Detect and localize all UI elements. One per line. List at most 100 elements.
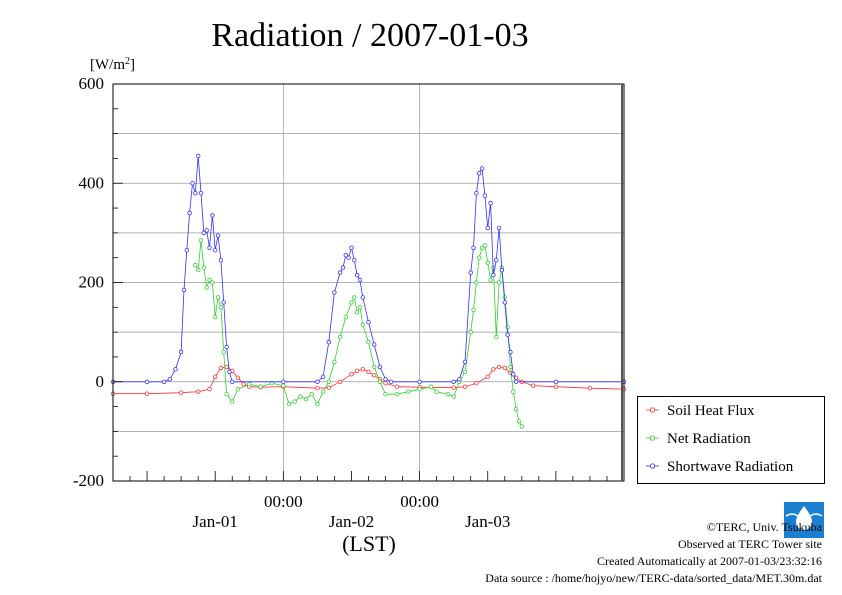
- data-point: [326, 339, 331, 345]
- series-line-soil-heat-flux: [113, 366, 625, 395]
- data-point: [212, 374, 218, 379]
- y-axis-unit: [W/m2]: [90, 56, 135, 73]
- data-point: [190, 181, 195, 186]
- data-point: [471, 245, 476, 250]
- data-point: [195, 267, 201, 273]
- data-point: [372, 342, 377, 347]
- data-point: [247, 382, 252, 387]
- data-point: [511, 389, 516, 394]
- data-point: [428, 384, 434, 389]
- data-point: [516, 419, 522, 424]
- data-point: [218, 305, 224, 310]
- data-point: [195, 389, 201, 394]
- data-point: [235, 387, 241, 392]
- data-point: [178, 390, 184, 395]
- x-tick-label-date: Jan-03: [465, 512, 510, 531]
- data-point: [366, 320, 371, 325]
- data-point: [349, 372, 354, 377]
- series-line-shortwave-radiation: [113, 155, 624, 383]
- data-point: [417, 387, 422, 392]
- data-point: [474, 381, 479, 386]
- data-point: [241, 382, 246, 387]
- data-point: [357, 305, 363, 310]
- data-point: [462, 369, 468, 374]
- data-point: [343, 315, 348, 320]
- terc-logo: [784, 502, 824, 538]
- data-point: [193, 262, 198, 268]
- series-line-net-radiation: [194, 240, 523, 427]
- data-point: [198, 238, 204, 243]
- data-point: [161, 379, 167, 384]
- data-point: [292, 399, 297, 404]
- data-point: [173, 367, 178, 372]
- series-net-radiation: [193, 238, 524, 429]
- y-tick-label: -200: [73, 471, 104, 490]
- data-point: [195, 153, 201, 159]
- data-point: [482, 193, 488, 198]
- data-point: [366, 339, 371, 345]
- data-point: [457, 377, 462, 382]
- data-point: [332, 290, 337, 295]
- legend-item-soil-heat-flux: Soil Heat Flux: [646, 401, 755, 421]
- legend-swatch-soil-heat-flux: [646, 403, 659, 420]
- data-point: [494, 334, 499, 340]
- data-point: [389, 379, 394, 384]
- data-point: [198, 190, 204, 196]
- data-point: [505, 325, 510, 330]
- data-point: [207, 387, 212, 392]
- data-point: [298, 394, 303, 399]
- data-point: [207, 277, 212, 283]
- data-point: [281, 383, 286, 388]
- data-point: [485, 225, 490, 231]
- data-point: [144, 391, 150, 396]
- data-point: [227, 369, 232, 374]
- x-tick-label-time: 00:00: [264, 492, 303, 511]
- legend-item-shortwave-radiation: Shortwave Radiation: [646, 457, 793, 477]
- x-tick-label-date: Jan-02: [329, 512, 374, 531]
- chart-legend: Soil Heat Flux Net Radiation Shortwave R…: [637, 396, 825, 484]
- data-point: [357, 277, 363, 283]
- data-point: [502, 300, 507, 305]
- data-point: [352, 295, 357, 300]
- axes: -200 0 200 400 600 00:00 00:00 Jan-01 Jan-02 Jan-…: [73, 74, 625, 531]
- data-point: [377, 379, 383, 384]
- data-point: [394, 392, 400, 397]
- data-point: [337, 270, 343, 275]
- data-point: [553, 384, 559, 389]
- data-point: [346, 255, 351, 260]
- data-point: [488, 200, 493, 206]
- data-point: [496, 280, 502, 285]
- legend-label-shortwave-radiation: Shortwave Radiation: [667, 458, 794, 475]
- data-point: [366, 369, 371, 374]
- data-point: [477, 171, 482, 176]
- data-point: [372, 373, 377, 378]
- data-point: [212, 247, 218, 253]
- data-point: [508, 349, 513, 355]
- data-point: [210, 213, 215, 218]
- data-point: [477, 255, 482, 260]
- data-point: [482, 243, 488, 248]
- data-point: [201, 230, 206, 236]
- data-point: [320, 374, 326, 379]
- credit-source: Data source : /home/hojyo/new/TERC-data/…: [485, 571, 822, 585]
- data-point: [204, 285, 209, 290]
- data-point: [468, 329, 473, 335]
- credit-site: Observed at TERC Tower site: [677, 537, 822, 551]
- data-point: [229, 379, 235, 384]
- data-point: [218, 258, 224, 263]
- data-point: [491, 367, 496, 372]
- data-point: [221, 300, 226, 305]
- legend-label-net-radiation: Net Radiation: [667, 430, 751, 447]
- data-point: [326, 379, 331, 384]
- y-tick-label: 0: [96, 372, 105, 391]
- y-tick-label: 400: [79, 173, 105, 192]
- data-point: [224, 364, 229, 370]
- data-point: [235, 375, 241, 380]
- data-point: [281, 379, 286, 384]
- series-shortwave-radiation: [110, 153, 627, 384]
- data-point: [215, 233, 221, 238]
- data-point: [462, 359, 468, 365]
- chart-title: Radiation / 2007-01-03: [211, 17, 528, 54]
- data-point: [315, 379, 320, 384]
- data-point: [224, 344, 229, 350]
